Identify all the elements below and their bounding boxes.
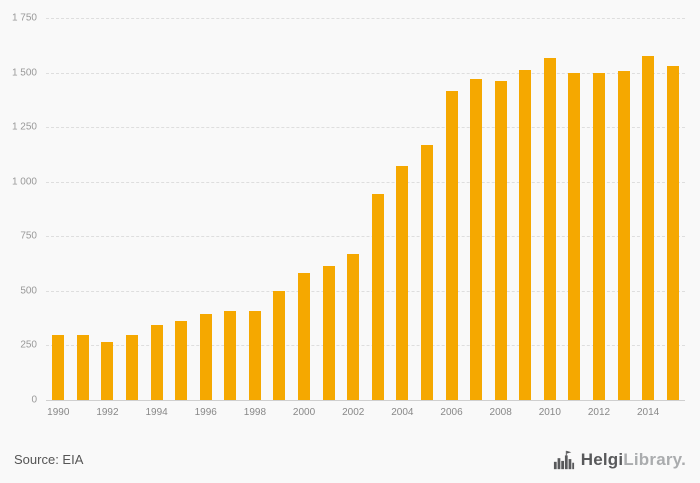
bar-1992	[101, 342, 114, 400]
gridline	[46, 236, 685, 238]
gridline	[46, 345, 685, 347]
x-tick-label: 2002	[342, 407, 365, 418]
y-tick-label: 1 750	[11, 12, 37, 24]
gridline	[46, 290, 685, 292]
y-tick-label: 1 500	[11, 67, 37, 79]
bar-2000	[298, 273, 311, 400]
bar-1998	[248, 310, 261, 400]
y-tick-label: 1 250	[11, 121, 37, 133]
bar-1997	[224, 310, 237, 400]
gridline	[46, 127, 685, 129]
bar-2007	[470, 79, 483, 400]
bar-1991	[76, 334, 89, 400]
y-tick-label: 1 000	[11, 176, 37, 188]
bar-2003	[371, 193, 384, 400]
x-tick-label: 1998	[243, 407, 267, 418]
bar-2009	[519, 70, 532, 400]
bar-1994	[150, 324, 163, 400]
bar-2005	[420, 144, 433, 400]
gridline	[46, 18, 685, 19]
source-label: Source: EIA	[14, 452, 84, 467]
bar-2011	[568, 72, 581, 400]
x-tick-label: 2006	[440, 407, 463, 418]
bar-2004	[396, 166, 409, 400]
bar-1993	[126, 334, 139, 400]
bar-1990	[52, 334, 65, 400]
x-tick-label: 1994	[145, 407, 168, 418]
bar-2012	[592, 72, 605, 400]
bar-2001	[322, 265, 335, 400]
x-tick-label: 2014	[637, 407, 660, 418]
bar-1996	[199, 313, 212, 400]
brand-wordmark: HelgiLibrary.	[581, 450, 686, 470]
y-tick-label: 0	[31, 394, 37, 406]
factory-logo-icon	[553, 449, 575, 471]
y-tick-label: 750	[20, 230, 37, 242]
x-tick-label: 2004	[391, 407, 414, 418]
bar-2015	[666, 66, 679, 400]
x-tick-label: 1990	[47, 407, 70, 418]
bar-2002	[347, 253, 360, 400]
bar-1995	[175, 321, 188, 400]
gridline	[46, 181, 685, 183]
brand-suffix-text: .	[681, 450, 686, 469]
y-tick-label: 250	[20, 339, 37, 351]
y-tick-label: 500	[20, 285, 37, 297]
bar-2013	[617, 71, 630, 400]
plot-area: 0 250 500 750 1 000 1 250 1 500 1 750 1990 1992 19…	[12, 13, 685, 418]
brand-secondary-text: Library	[623, 450, 682, 469]
x-tick-label: 1992	[96, 407, 119, 418]
x-axis-line	[46, 400, 685, 401]
x-tick-label: 2012	[587, 407, 611, 418]
bar-2014	[642, 56, 655, 400]
brand-logo: HelgiLibrary.	[553, 449, 686, 471]
bar-1999	[273, 290, 286, 400]
x-tick-label: 2000	[292, 407, 316, 418]
brand-primary-text: Helgi	[580, 450, 624, 469]
x-tick-label: 1996	[194, 407, 217, 418]
bar-2008	[494, 81, 507, 400]
gridline	[46, 72, 685, 74]
bar-2006	[445, 91, 458, 400]
x-tick-label: 2008	[489, 407, 512, 418]
x-tick-label: 2010	[538, 407, 561, 418]
bar-2010	[543, 58, 556, 400]
